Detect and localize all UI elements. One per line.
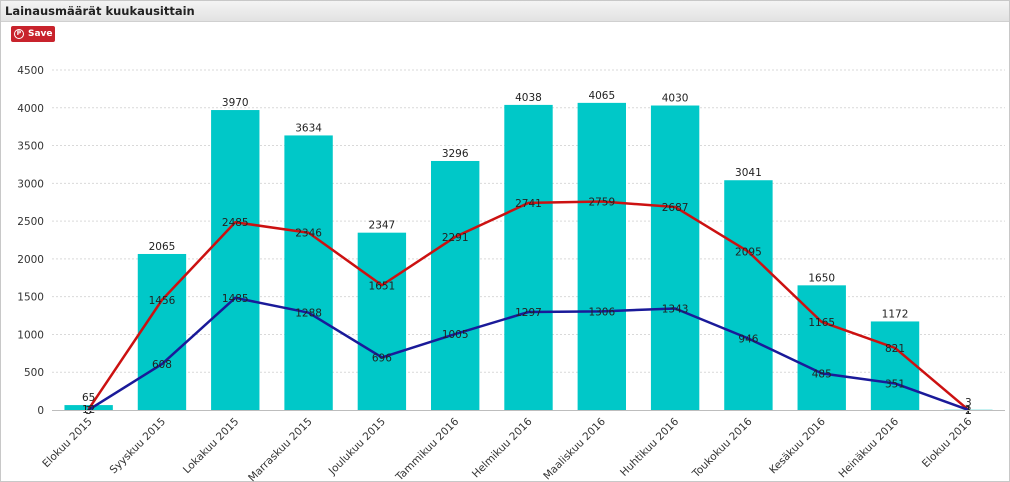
line-value-label: 485 [812,368,832,380]
y-tick-label: 2500 [17,216,44,228]
line-value-label: 1651 [369,280,396,292]
line-value-label: 821 [885,343,905,355]
bar-value-label: 3634 [295,122,322,134]
y-tick-label: 500 [24,367,44,379]
bar [137,253,187,410]
line-value-label: 946 [738,334,758,346]
x-tick-label: Marraskuu 2015 [246,416,315,482]
line-value-label: 608 [152,359,172,371]
x-tick-label: Syyskuu 2015 [107,416,168,477]
series-line [87,200,970,411]
bar-value-label: 3 [965,397,972,409]
line-value-label: 2687 [662,202,689,214]
save-button[interactable]: P Save [11,26,55,42]
bar [284,135,333,411]
y-tick-label: 2000 [17,254,44,266]
line-value-label: 1456 [149,295,176,307]
x-tick-label: Huhtikuu 2016 [618,415,681,478]
bar-value-label: 1172 [882,308,909,320]
x-tick-label: Helmikuu 2016 [470,415,535,480]
bar-value-label: 3296 [442,148,469,160]
line-value-label: 1288 [295,308,322,320]
bar-value-label: 3041 [735,167,762,179]
x-tick-label: Elokuu 2015 [40,416,95,471]
bar [650,105,700,410]
x-tick-label: Toukokuu 2016 [690,415,755,480]
line-value-label: 2485 [222,217,249,229]
y-tick-label: 1500 [17,292,44,304]
y-tick-label: 4000 [17,103,44,115]
bar-value-label: 4038 [515,92,542,104]
save-button-label: Save [28,29,53,39]
line-value-label: 1485 [222,293,249,305]
x-tick-label: Elokuu 2016 [920,415,975,470]
bar-value-label: 4030 [662,93,689,105]
x-tick-label: Maaliskuu 2016 [541,415,608,482]
series-line [87,296,969,412]
x-tick-label: Joulukuu 2015 [326,416,388,478]
bar [211,110,260,411]
line-value-label: 1005 [442,329,469,341]
bar [724,180,773,410]
y-tick-label: 3000 [17,178,44,190]
panel-title: Lainausmäärät kuukausittain [5,4,195,18]
line-value-label: 1306 [588,306,615,318]
bar-value-label: 1650 [808,272,835,284]
line-value-label: 2095 [735,247,762,259]
bar [504,104,553,410]
y-tick-label: 0 [37,405,44,417]
line-value-label: 2741 [515,198,542,210]
y-tick-label: 1000 [17,329,44,341]
bar [431,160,480,410]
line-value-label: 2291 [442,232,469,244]
line-value-label: 1297 [515,307,542,319]
line-value-label: 351 [885,378,905,390]
y-tick-label: 4500 [17,65,44,77]
y-tick-label: 3500 [17,141,44,153]
bar-value-label: 2347 [369,220,396,232]
bar-value-label: 2065 [149,241,176,253]
line-value-label: 2759 [588,197,615,209]
bar-value-label: 3970 [222,97,249,109]
x-tick-label: Lokakuu 2015 [181,416,241,476]
x-tick-label: Kesäkuu 2016 [767,415,828,476]
bar-value-label: 65 [82,392,95,404]
bar-value-label: 4065 [588,90,615,102]
x-tick-label: Tammikuu 2016 [393,415,462,482]
line-value-label: 2346 [295,228,322,240]
bar [357,232,407,410]
x-tick-label: Heinäkuu 2016 [836,415,901,480]
bar [577,102,626,410]
panel-titlebar: Lainausmäärät kuukausittain [1,1,1009,22]
line-value-label: 696 [372,352,392,364]
pinterest-icon: P [14,29,24,39]
bar [870,321,920,410]
line-value-label: 1165 [808,317,835,329]
line-value-label: 1343 [662,304,689,316]
